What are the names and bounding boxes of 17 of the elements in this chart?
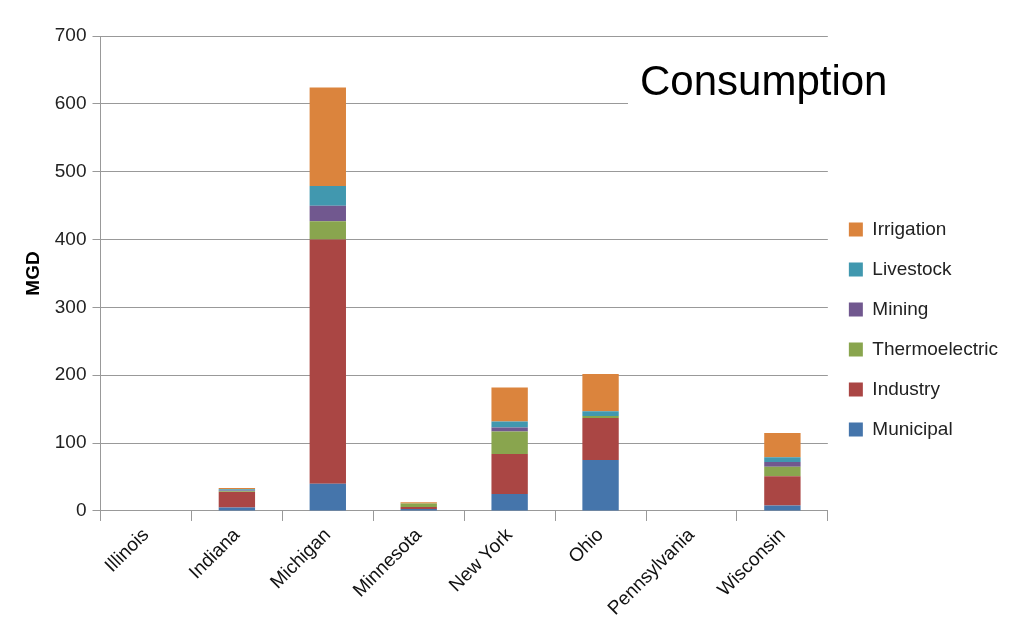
legend-label: Thermoelectric	[872, 337, 999, 359]
y-tick-label: 100	[54, 431, 87, 453]
y-tick-label: 500	[54, 159, 87, 181]
x-tick-label: Ohio	[563, 523, 608, 567]
legend-label: Mining	[872, 297, 929, 319]
legend-label: Industry	[872, 377, 941, 399]
text: Consumption	[628, 53, 900, 109]
legend-label: Municipal	[872, 417, 953, 439]
y-axis-title: MGD	[21, 251, 43, 296]
y-tick-label: 600	[54, 92, 87, 114]
y-tick-label: 200	[54, 363, 87, 385]
legend-label: Livestock	[872, 257, 953, 279]
y-tick-label: 400	[54, 227, 87, 249]
y-tick-label: 300	[54, 295, 87, 317]
legend-label: Irrigation	[872, 217, 947, 239]
y-tick-label: 0	[75, 499, 87, 521]
y-tick-label: 700	[54, 24, 87, 46]
